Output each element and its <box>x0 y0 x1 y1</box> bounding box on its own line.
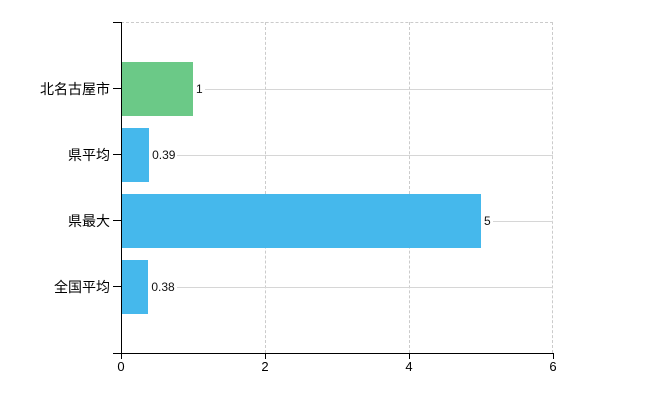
gridline-x2 <box>265 22 266 353</box>
leader-line <box>176 286 553 288</box>
bar-kensaidai[interactable] <box>121 194 481 248</box>
y-tick <box>113 88 121 89</box>
x-tick <box>121 354 122 359</box>
bar-row-kensaidai: 5 <box>121 188 553 254</box>
x-tick-label-0: 0 <box>117 359 125 374</box>
bar-row-zenkokuheikin: 0.38 <box>121 254 553 320</box>
y-tick <box>113 286 121 287</box>
category-label-kenheikin: 県平均 <box>68 147 110 163</box>
y-axis-line <box>121 22 122 354</box>
category-label-kensaidai: 県最大 <box>68 213 110 229</box>
x-axis-line <box>113 353 554 354</box>
bar-zenkokuheikin[interactable] <box>121 260 149 314</box>
bar-row-kenheikin: 0.39 <box>121 122 553 188</box>
y-tick <box>113 154 121 155</box>
x-tick-label-2: 2 <box>261 359 269 374</box>
value-label: 0.39 <box>152 148 176 162</box>
x-tick <box>409 354 410 359</box>
y-axis-top-tick <box>113 22 121 23</box>
value-label: 5 <box>484 214 491 228</box>
value-label: 0.38 <box>151 280 175 294</box>
bar-row-kitanagoyashi: 1 <box>121 56 553 122</box>
x-tick <box>553 354 554 359</box>
leader-line <box>492 220 553 222</box>
leader-line <box>177 154 553 156</box>
y-tick <box>113 220 121 221</box>
gridline-x4 <box>409 22 410 353</box>
category-label-kitanagoyashi: 北名古屋市 <box>40 81 110 97</box>
bar-kenheikin[interactable] <box>121 128 150 182</box>
category-label-zenkokuheikin: 全国平均 <box>54 279 110 295</box>
bar-kitanagoyashi[interactable] <box>121 62 193 116</box>
x-tick <box>265 354 266 359</box>
x-tick-label-4: 4 <box>405 359 413 374</box>
leader-line <box>204 88 553 90</box>
x-tick-label-6: 6 <box>549 359 557 374</box>
plot-border <box>121 22 553 353</box>
value-label: 1 <box>196 82 203 96</box>
